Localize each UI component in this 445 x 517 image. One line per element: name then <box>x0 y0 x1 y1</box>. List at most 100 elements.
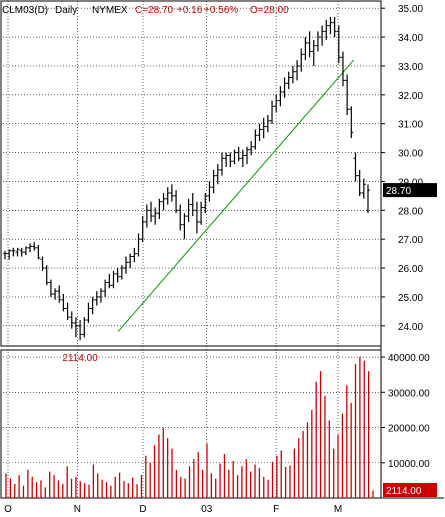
ohlc-bar <box>357 169 362 196</box>
price-tick-label: 25.00 <box>398 293 423 304</box>
ohlc-bar <box>307 31 312 58</box>
ohlc-bar <box>282 77 287 98</box>
chart-close-value: C=28.70 <box>135 5 174 16</box>
ohlc-bar <box>336 25 341 64</box>
ohlc-bar <box>128 253 133 269</box>
chart-exchange: NYMEX <box>92 5 128 16</box>
ohlc-bar <box>207 181 212 202</box>
ohlc-bar <box>132 247 137 263</box>
ohlc-bar <box>119 265 124 280</box>
ohlc-bar <box>224 152 229 168</box>
ohlc-bar <box>23 246 28 256</box>
ohlc-bar <box>136 233 141 257</box>
ohlc-bar <box>340 51 345 87</box>
ohlc-bar <box>115 268 120 283</box>
ohlc-bar <box>78 320 83 341</box>
ohlc-bar <box>265 115 270 133</box>
ohlc-bar <box>174 190 179 214</box>
ohlc-bar <box>19 247 24 257</box>
ohlc-bar <box>215 164 220 185</box>
ohlc-bar <box>332 16 337 38</box>
ohlc-bar <box>249 141 254 156</box>
ohlc-bar <box>194 201 199 234</box>
price-tick-label: 27.00 <box>398 235 423 246</box>
ohlc-bar <box>349 106 354 139</box>
time-axis: O N D 03 F M <box>4 504 342 515</box>
ohlc-bar <box>53 288 58 300</box>
ohlc-bar <box>320 25 325 46</box>
time-tick-label: O <box>4 504 12 515</box>
ohlc-bar <box>48 279 53 297</box>
volume-tick-label: 40000.00 <box>388 353 430 364</box>
volume-tick-label: 30000.00 <box>388 388 430 399</box>
ohlc-bar <box>178 204 183 231</box>
ohlc-bar <box>290 65 295 84</box>
ohlc-bar <box>149 201 154 222</box>
last-volume-label: 2114.00 <box>386 486 422 497</box>
price-tick-label: 33.00 <box>398 62 423 73</box>
ohlc-bar <box>61 294 66 312</box>
ohlc-bar <box>182 213 187 240</box>
volume-tick-label: 20000.00 <box>388 424 430 435</box>
volume-tick-label: 10000.00 <box>388 459 430 470</box>
ohlc-bar <box>28 243 33 253</box>
ohlc-bar <box>103 279 108 297</box>
ohlc-bar <box>161 192 166 211</box>
ohlc-bar <box>40 256 45 271</box>
chart-change-value: +0.16 <box>177 5 203 16</box>
ohlc-bar <box>311 39 316 66</box>
ohlc-bar <box>65 302 70 321</box>
time-tick-label: D <box>139 504 146 515</box>
ohlc-bar <box>232 149 237 165</box>
ohlc-bar <box>345 74 350 116</box>
ohlc-bar <box>219 152 224 176</box>
ohlc-bar <box>165 187 170 205</box>
ohlc-bar <box>7 249 12 260</box>
price-tick-label: 32.00 <box>398 91 423 102</box>
chart-period: Daily <box>55 5 77 16</box>
ohlc-bar <box>253 129 258 150</box>
last-price-box <box>383 183 437 198</box>
trendline-layer <box>117 59 355 332</box>
ohlc-bar <box>328 16 333 35</box>
price-tick-label: 26.00 <box>398 264 423 275</box>
ohlc-bar <box>124 256 128 274</box>
ohlc-bar <box>299 48 304 72</box>
price-tick-label: 30.00 <box>398 149 423 160</box>
trendline <box>117 59 355 332</box>
last-price-label: 28.70 <box>386 186 411 197</box>
low-annotation: 2114.00 <box>62 353 98 364</box>
price-axis: 35.00 34.00 33.00 32.00 31.00 30.00 29.00 28.00… <box>381 4 423 333</box>
ohlc-bar <box>353 152 358 182</box>
time-tick-label: 03 <box>201 504 213 515</box>
chart-symbol: CLM03(D) <box>2 5 48 16</box>
price-tick-label: 34.00 <box>398 33 423 44</box>
price-tick-label: 35.00 <box>398 4 423 15</box>
price-tick-label: 24.00 <box>398 322 423 333</box>
ohlc-bar <box>140 216 145 243</box>
time-tick-label: M <box>334 504 342 515</box>
ohlc-bar <box>324 19 329 40</box>
ohlc-bar <box>228 152 233 168</box>
ohlc-bar <box>236 146 241 162</box>
ohlc-bar <box>261 117 266 139</box>
ohlc-bar <box>86 302 91 323</box>
ohlc-bar <box>303 37 308 61</box>
ohlc-bar <box>270 100 275 124</box>
ohlc-bar <box>315 31 320 52</box>
ohlc-bar <box>295 60 300 81</box>
ohlc-bar <box>144 204 149 228</box>
price-tick-label: 29.00 <box>398 177 423 188</box>
ohlc-bar <box>15 247 20 257</box>
ohlc-bar <box>73 317 78 338</box>
ohlc-bar <box>199 201 204 225</box>
ohlc-bar <box>3 250 7 260</box>
ohlc-bar <box>366 184 370 214</box>
ohlc-bar <box>82 317 87 338</box>
ohlc-bar <box>36 244 41 260</box>
time-tick-label: F <box>273 504 279 515</box>
ohlc-bar <box>94 291 99 306</box>
ohlc-bar <box>57 285 62 303</box>
ohlc-bar <box>361 178 366 199</box>
